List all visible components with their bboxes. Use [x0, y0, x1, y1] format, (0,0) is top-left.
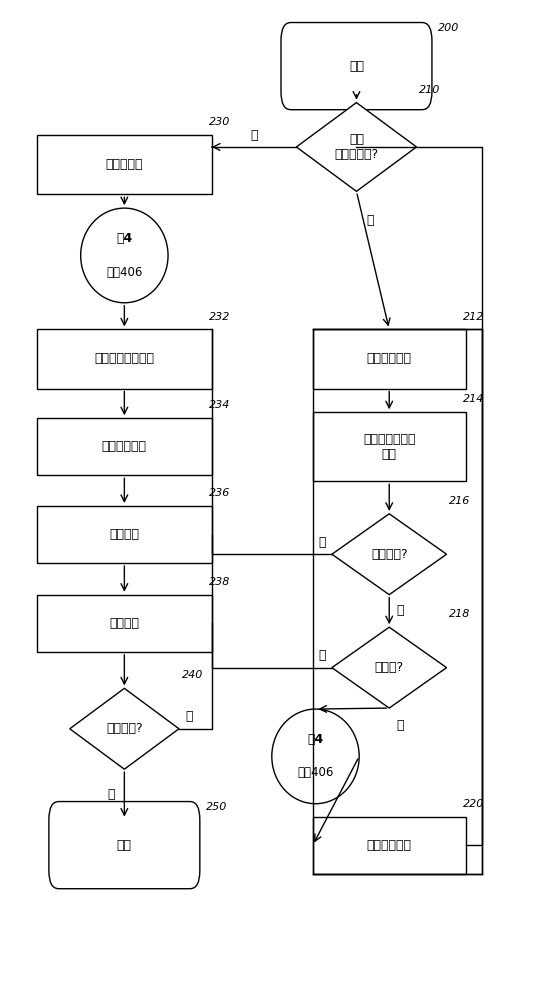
Bar [37, 329, 212, 389]
Text: 否: 否 [107, 788, 114, 801]
Text: 预先
存在的参考?: 预先 存在的参考? [334, 133, 379, 161]
Text: 收集一个扫描: 收集一个扫描 [367, 352, 412, 365]
Text: 230: 230 [209, 117, 230, 127]
FancyBboxPatch shape [281, 23, 432, 110]
Text: 234: 234 [209, 400, 230, 410]
Bar [37, 135, 212, 194]
Text: 分析样本: 分析样本 [109, 528, 139, 541]
Bar [313, 329, 466, 389]
Text: 否: 否 [318, 649, 326, 662]
Text: 232: 232 [209, 312, 230, 322]
Text: 220: 220 [463, 799, 484, 809]
Text: 显示采集样本消息: 显示采集样本消息 [94, 352, 155, 365]
Text: 另一扫描?: 另一扫描? [106, 722, 143, 735]
Ellipse shape [81, 208, 168, 303]
Text: 238: 238 [209, 577, 230, 587]
Text: 步骤406: 步骤406 [297, 766, 334, 779]
Bar [37, 506, 212, 563]
Text: 开始: 开始 [349, 60, 364, 73]
Text: 非一致性?: 非一致性? [371, 548, 408, 561]
Text: 经校正的参考: 经校正的参考 [367, 839, 412, 852]
Bar [313, 412, 466, 481]
Text: 收集样本扫描: 收集样本扫描 [102, 440, 147, 453]
Text: 是: 是 [185, 710, 193, 723]
Text: 218: 218 [449, 609, 470, 619]
Text: 是: 是 [396, 604, 404, 617]
Bar [37, 595, 212, 652]
Text: 收集参考谱: 收集参考谱 [106, 158, 143, 171]
Text: 212: 212 [463, 312, 484, 322]
Text: 216: 216 [449, 496, 470, 506]
Text: 图4: 图4 [116, 232, 133, 245]
Ellipse shape [272, 709, 359, 804]
Polygon shape [70, 688, 179, 769]
Text: 否: 否 [318, 536, 326, 549]
Polygon shape [296, 103, 417, 191]
Bar [37, 418, 212, 475]
Text: 210: 210 [419, 85, 441, 95]
Text: 结束: 结束 [117, 839, 132, 852]
Text: 214: 214 [463, 394, 484, 404]
Text: 比较参考与一个
扫描: 比较参考与一个 扫描 [363, 433, 416, 461]
Text: 是: 是 [366, 214, 374, 227]
Text: 240: 240 [181, 670, 203, 680]
FancyBboxPatch shape [49, 802, 200, 889]
Bar [313, 817, 466, 874]
Text: 可解析?: 可解析? [375, 661, 404, 674]
Text: 236: 236 [209, 488, 230, 498]
Text: 提供结果: 提供结果 [109, 617, 139, 630]
Text: 200: 200 [438, 23, 460, 33]
Text: 步骤406: 步骤406 [106, 266, 143, 279]
Text: 是: 是 [396, 719, 404, 732]
Polygon shape [332, 514, 446, 595]
Text: 否: 否 [250, 129, 258, 142]
Text: 250: 250 [206, 802, 228, 812]
Polygon shape [332, 627, 446, 708]
Text: 图4: 图4 [307, 733, 324, 746]
